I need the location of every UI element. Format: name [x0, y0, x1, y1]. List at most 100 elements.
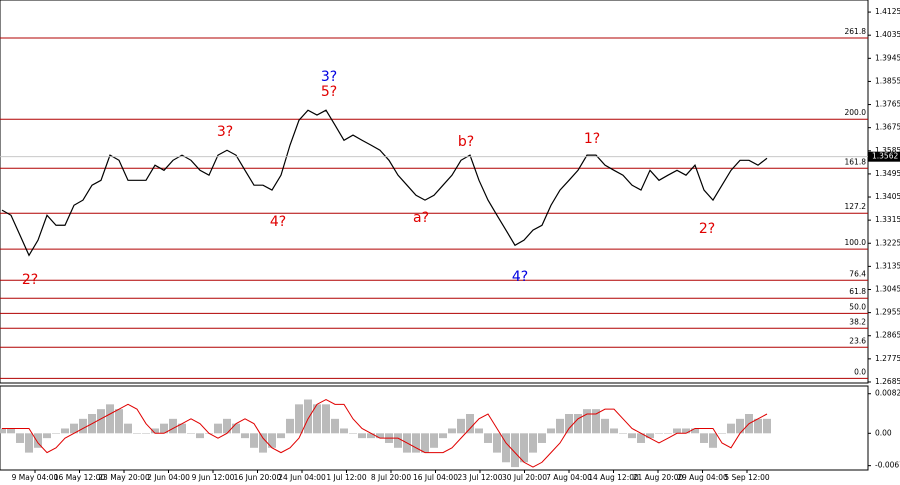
- histogram-bar: [313, 404, 321, 434]
- y-tick-label: 1.3045: [875, 284, 900, 293]
- histogram-bar: [250, 433, 258, 448]
- histogram-bar: [16, 433, 24, 443]
- histogram-bar: [7, 428, 15, 434]
- histogram-bar: [763, 418, 771, 434]
- histogram-bar: [448, 428, 456, 434]
- histogram-bar: [565, 414, 573, 434]
- histogram-bar: [241, 433, 249, 439]
- x-tick-label: 2 Jun 04:00: [147, 473, 190, 482]
- histogram-bar: [61, 428, 69, 434]
- histogram-bar: [457, 418, 465, 434]
- y-tick-label: 1.2955: [875, 308, 900, 317]
- fib-level-label: 23.6: [849, 336, 866, 345]
- x-tick-label: 9 Jun 12:00: [192, 473, 235, 482]
- histogram-bar: [682, 428, 690, 434]
- histogram-bar: [223, 418, 231, 434]
- fib-level-label: 200.0: [845, 108, 867, 117]
- y-tick-label: 1.4035: [875, 30, 900, 39]
- histogram-bar: [475, 428, 483, 434]
- y-tick-label: 1.3315: [875, 215, 900, 224]
- histogram-bar: [106, 404, 114, 434]
- histogram-bar: [124, 423, 132, 434]
- histogram-bar: [70, 423, 78, 434]
- histogram-bar: [547, 428, 555, 434]
- y-tick-label: 1.3855: [875, 76, 900, 85]
- histogram-bar: [286, 418, 294, 434]
- histogram-bar: [187, 433, 195, 434]
- fib-level-label: 38.2: [849, 317, 866, 326]
- histogram-bar: [709, 433, 717, 448]
- wave-label: 2?: [699, 221, 715, 237]
- histogram-bar: [502, 433, 510, 463]
- histogram-bar: [115, 409, 123, 434]
- y-tick-label: 1.2865: [875, 331, 900, 340]
- price-panel: [0, 0, 869, 384]
- histogram-bar: [619, 433, 627, 434]
- x-tick-label: 29 Aug 04:00: [677, 473, 728, 482]
- wave-label: 4?: [270, 214, 286, 230]
- histogram-bar: [304, 399, 312, 434]
- histogram-bar: [133, 433, 141, 434]
- wave-label: a?: [413, 210, 429, 226]
- histogram-bar: [727, 423, 735, 434]
- histogram-bar: [646, 433, 654, 439]
- wave-label: 2?: [22, 272, 38, 288]
- histogram-bar: [610, 428, 618, 434]
- histogram-bar: [754, 418, 762, 434]
- fib-level-label: 161.8: [845, 157, 867, 166]
- wave-label: 4?: [512, 269, 528, 285]
- y-tick-label: -0.0067: [875, 461, 900, 470]
- histogram-bar: [277, 433, 285, 439]
- y-tick-label: 1.2775: [875, 354, 900, 363]
- histogram-bar: [214, 423, 222, 434]
- x-tick-label: 24 Jun 04:00: [278, 473, 326, 482]
- y-tick-label: 0.0082: [875, 389, 900, 398]
- wave-label: 5?: [321, 84, 337, 100]
- histogram-bar: [673, 428, 681, 434]
- x-tick-label: 16 May 12:00: [54, 473, 106, 482]
- histogram-bar: [484, 433, 492, 443]
- wave-label: 1?: [584, 131, 600, 147]
- histogram-bar: [295, 404, 303, 434]
- y-tick-label: 1.3945: [875, 53, 900, 62]
- y-tick-label: 1.3225: [875, 238, 900, 247]
- oscillator-panel: [0, 385, 869, 471]
- histogram-bar: [349, 433, 357, 434]
- histogram-bar: [79, 418, 87, 434]
- y-tick-label: 0.00: [875, 428, 892, 437]
- histogram-bar: [232, 423, 240, 434]
- histogram-bar: [178, 423, 186, 434]
- histogram-bar: [331, 418, 339, 434]
- histogram-bar: [583, 409, 591, 434]
- y-tick-label: 1.3135: [875, 261, 900, 270]
- histogram-bar: [430, 433, 438, 448]
- y-tick-label: 1.3405: [875, 192, 900, 201]
- wave-label: 3?: [321, 69, 337, 85]
- histogram-bar: [718, 433, 726, 434]
- x-tick-label: 21 Aug 20:00: [633, 473, 684, 482]
- x-tick-label: 9 May 04:00: [12, 473, 59, 482]
- histogram-bar: [574, 414, 582, 434]
- x-tick-label: 7 Aug 04:00: [546, 473, 592, 482]
- histogram-bar: [322, 404, 330, 434]
- fib-level-label: 61.8: [849, 287, 866, 296]
- histogram-bar: [601, 418, 609, 434]
- y-tick-label: 1.3765: [875, 100, 900, 109]
- histogram-bar: [628, 433, 636, 439]
- histogram-bar: [664, 433, 672, 434]
- histogram-bar: [151, 428, 159, 434]
- histogram-bar: [43, 433, 51, 439]
- histogram-bar: [691, 428, 699, 434]
- histogram-bar: [268, 433, 276, 448]
- histogram-bar: [592, 409, 600, 434]
- histogram-bar: [439, 433, 447, 439]
- histogram-bar: [529, 433, 537, 453]
- histogram-bar: [142, 433, 150, 434]
- histogram-bar: [367, 433, 375, 439]
- histogram-bar: [97, 409, 105, 434]
- histogram-bar: [412, 433, 420, 453]
- fib-level-label: 0.0: [854, 367, 866, 376]
- last-price-label: 1.3562: [872, 152, 898, 161]
- wave-label: 3?: [217, 124, 233, 140]
- histogram-bar: [637, 433, 645, 443]
